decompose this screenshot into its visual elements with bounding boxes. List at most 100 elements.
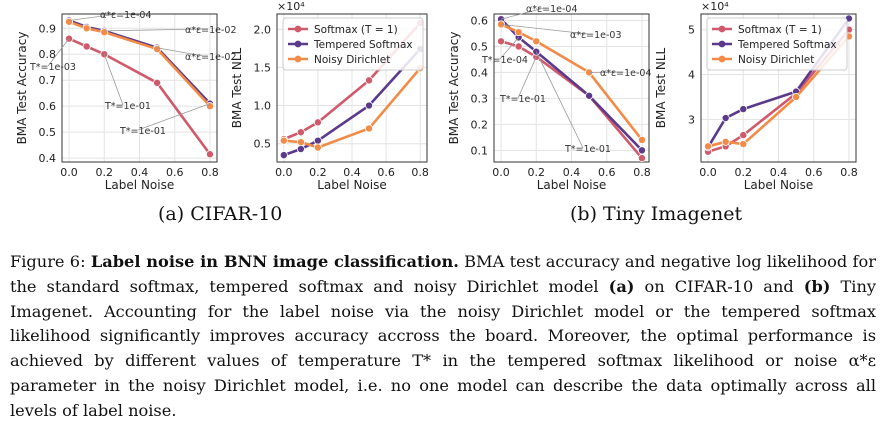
p4-point-softmax — [739, 131, 748, 140]
p1-annotation-leader — [68, 13, 119, 21]
p3-point-softmax — [497, 37, 506, 46]
p4-legend-box — [706, 17, 848, 71]
p4-point-tempered — [739, 105, 748, 114]
p4-legend-label: Noisy Dirichlet — [738, 54, 814, 66]
p3-xtick-label: 0.8 — [633, 166, 651, 179]
caption-label: Figure 6: — [10, 252, 86, 271]
p3-axes — [493, 13, 650, 163]
p4-point-dirichlet — [721, 137, 730, 146]
p4-point-dirichlet — [792, 92, 801, 101]
p3-point-dirichlet — [532, 37, 541, 46]
p2-legend-marker — [294, 25, 302, 33]
p4-legend-label: Tempered Softmax — [737, 39, 837, 51]
caption-text-2: on CIFAR-10 and — [644, 276, 794, 296]
p3-ytick-label: 0.6 — [471, 14, 489, 27]
p2-point-softmax — [296, 128, 305, 137]
p3-ytick-label: 0.4 — [471, 66, 489, 79]
p1-annotation-leader — [157, 47, 204, 57]
p3-annotation-label: α*ε=1e-04 — [600, 68, 652, 79]
p2-axes — [276, 13, 428, 163]
p3-annotation-leader — [500, 7, 545, 20]
figure-charts: 0.4 0.5 0.6 0.7 0.8 0.9 0.0 0.2 0.4 0.6 0.8 Label N… — [15, 0, 858, 192]
p3-annotation-label: T*=1e-04 — [481, 55, 528, 66]
p1-point-dirichlet — [65, 17, 74, 26]
p2-xtick-label: 0.8 — [411, 166, 429, 179]
p4-point-dirichlet — [739, 140, 748, 149]
p2-point-dirichlet — [279, 136, 288, 145]
p3-annotation-leader — [499, 37, 519, 60]
p2-xtick-label: 0.2 — [309, 166, 327, 179]
p3-xtick-label: 0.0 — [492, 166, 510, 179]
caption-ref-b: (b) — [803, 276, 831, 296]
caption-text-3: Tiny Imagenet. Accounting for the label … — [10, 276, 877, 420]
p2-legend-marker — [294, 40, 302, 48]
p2-point-dirichlet — [313, 143, 322, 152]
p2-legend-label: Tempered Softmax — [313, 39, 413, 51]
p1-point-dirichlet — [153, 45, 162, 54]
p2-ylabel: BMA Test NLL — [230, 47, 244, 128]
p4-ytick-label: 3 — [688, 113, 695, 126]
p1-annotation-label: α*ε=1e-02 — [185, 52, 237, 63]
caption-title: Label noise in BNN image classification. — [90, 252, 459, 271]
p1-annotation-leader — [104, 28, 204, 32]
p1-xtick-label: 0.4 — [131, 166, 149, 179]
p1-xlabel: Label Noise — [105, 178, 174, 192]
p2-xtick-label: 0.0 — [275, 166, 293, 179]
p3-annotation-leader — [535, 51, 584, 149]
p3-point-dirichlet — [637, 135, 646, 144]
p2-xtick-label: 0.6 — [377, 166, 395, 179]
p4-ytick-label: 4 — [688, 69, 695, 82]
p4-ylabel: BMA Test NLL — [654, 47, 668, 128]
p3-ytick-label: 0.1 — [471, 144, 489, 157]
p3-annotation-label: T*=1e-01 — [564, 144, 611, 155]
p2-legend-box — [282, 17, 424, 71]
p1-ytick-label: 0.7 — [39, 74, 57, 87]
p1-ytick-label: 0.4 — [39, 152, 57, 165]
p1-annotation-label: T*=1e-01 — [104, 101, 151, 112]
p2-point-tempered — [296, 145, 305, 154]
p2-multiplier: ×10⁴ — [277, 0, 305, 13]
p1-annotation-label: α*ε=1e-04 — [100, 10, 152, 21]
subcaption-b: (b) Tiny Imagenet — [570, 203, 743, 225]
p2-legend-label: Noisy Dirichlet — [314, 54, 390, 66]
caption-text-1: BMA test accuracy and negative log likel… — [10, 252, 876, 296]
p2-ytick-label: 2.0 — [254, 23, 272, 36]
p4-point-dirichlet — [704, 142, 713, 151]
p2-ytick-label: 1.5 — [254, 61, 272, 74]
p3-ylabel: BMA Test Accuracy — [447, 32, 461, 145]
p2-point-softmax — [365, 76, 374, 85]
p2-point-softmax — [313, 118, 322, 127]
p4-xlabel: Label Noise — [744, 178, 813, 192]
p3-point-tempered — [585, 91, 594, 100]
p1-xtick-label: 0.0 — [60, 166, 78, 179]
p3-annotation-leader — [501, 23, 589, 35]
figure-caption: Figure 6: Label noise in BNN image class… — [10, 250, 876, 424]
subcaption-a: (a) CIFAR-10 — [158, 203, 283, 225]
p1-annotation-leader — [103, 54, 124, 106]
p3-ytick-label: 0.2 — [471, 118, 489, 131]
p1-annotation-label: α*ε=1e-02 — [185, 25, 237, 36]
p4-legend-marker — [718, 40, 726, 48]
p2-ytick-label: 0.5 — [254, 138, 272, 151]
p4-multiplier: ×10⁴ — [701, 0, 729, 13]
p4-xtick-label: 0.4 — [770, 166, 788, 179]
p2-point-tempered — [365, 101, 374, 110]
p3-annotation-label: T*=1e-01 — [499, 94, 546, 105]
p3-ytick-label: 0.5 — [471, 40, 489, 53]
caption-ref-a: (a) — [608, 276, 635, 296]
p4-xtick-label: 0.6 — [805, 166, 823, 179]
p3-point-softmax — [514, 42, 523, 51]
p4-ytick-label: 5 — [688, 24, 695, 37]
p3-xlabel: Label Noise — [537, 178, 606, 192]
p1-point-softmax — [153, 78, 162, 87]
p3-xtick-label: 0.2 — [528, 166, 546, 179]
p2-legend-label: Softmax (T = 1) — [314, 24, 398, 36]
p3-annotation-label: α*ε=1e-03 — [570, 30, 622, 41]
p3-point-softmax — [637, 154, 646, 163]
p4-xtick-label: 0.8 — [840, 166, 858, 179]
p2-point-tempered — [279, 151, 288, 160]
p4-xtick-label: 0.2 — [735, 166, 753, 179]
p1-ytick-label: 0.8 — [39, 48, 57, 61]
p1-annotation-label: T*=1e-01 — [119, 126, 166, 137]
p2-legend-marker — [294, 55, 302, 63]
